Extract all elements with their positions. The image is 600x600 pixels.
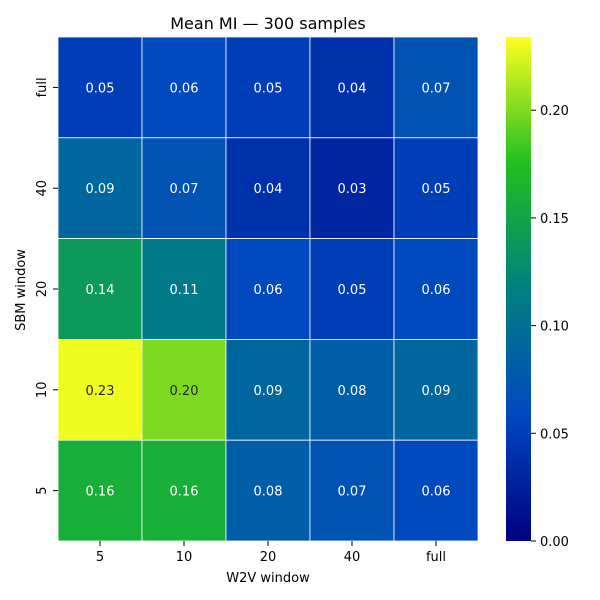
cell-value-label: 0.09 — [254, 384, 283, 399]
y-axis-label: SBM window — [14, 249, 29, 331]
cell-value-label: 0.07 — [170, 182, 199, 197]
cell-value-label: 0.06 — [422, 283, 451, 298]
colorbar-tick-label: 0.15 — [540, 212, 569, 227]
heatmap-cell — [309, 338, 395, 441]
cell-value-label: 0.20 — [170, 384, 199, 399]
cell-value-label: 0.06 — [254, 283, 283, 298]
y-tick-label: 5 — [35, 486, 50, 494]
x-tick-label: 20 — [260, 550, 277, 565]
heatmap-cell — [393, 238, 479, 340]
heatmap-cell — [225, 338, 311, 441]
heatmap-cell — [225, 137, 311, 240]
heatmap-cell — [141, 238, 227, 340]
heatmap-cell — [309, 36, 395, 139]
x-tick-label: 10 — [176, 550, 193, 565]
heatmap-cell — [309, 238, 395, 340]
cell-value-label: 0.04 — [254, 182, 283, 197]
cell-value-label: 0.09 — [422, 384, 451, 399]
cell-value-label: 0.16 — [86, 485, 115, 500]
heatmap-cell — [393, 439, 479, 542]
cell-value-label: 0.08 — [254, 485, 283, 500]
cell-value-label: 0.09 — [86, 182, 115, 197]
heatmap-cell — [225, 238, 311, 340]
heatmap-cell — [393, 36, 479, 139]
chart-title: Mean MI — 300 samples — [170, 14, 366, 33]
heatmap-cell — [141, 338, 227, 441]
cell-value-label: 0.11 — [170, 283, 199, 298]
colorbar-tick-label: 0.00 — [540, 535, 569, 550]
colorbar-tick-label: 0.05 — [540, 427, 569, 442]
cell-value-label: 0.05 — [338, 283, 367, 298]
x-axis-label: W2V window — [226, 571, 310, 586]
heatmap-cell — [57, 36, 143, 139]
colorbar — [506, 37, 531, 541]
heatmap-cell — [225, 439, 311, 542]
x-axis-ticks: 5 10 20 40 full — [96, 541, 446, 565]
y-tick-label: full — [35, 77, 50, 97]
y-tick-label: 40 — [35, 180, 50, 197]
colorbar-tick-label: 0.20 — [540, 104, 569, 119]
x-tick-label: 40 — [344, 550, 361, 565]
cell-value-label: 0.05 — [86, 81, 115, 96]
heatmap-cell — [141, 36, 227, 139]
x-tick-label: 5 — [96, 550, 104, 565]
cell-value-label: 0.16 — [170, 485, 199, 500]
colorbar-tick-label: 0.10 — [540, 320, 569, 335]
cell-value-label: 0.07 — [338, 485, 367, 500]
cell-value-label: 0.06 — [422, 485, 451, 500]
cell-value-label: 0.07 — [422, 81, 451, 96]
colorbar-ticks: 0.00 0.05 0.10 0.15 0.20 — [531, 104, 569, 550]
y-axis-ticks: full 40 20 10 5 — [35, 77, 58, 495]
heatmap-cell — [393, 338, 479, 441]
y-tick-label: 20 — [35, 281, 50, 298]
cell-value-label: 0.06 — [170, 81, 199, 96]
cell-value-label: 0.08 — [338, 384, 367, 399]
cell-value-label: 0.14 — [86, 283, 115, 298]
cell-value-label: 0.05 — [422, 182, 451, 197]
cell-value-label: 0.23 — [86, 384, 115, 399]
heatmap-cell — [57, 137, 143, 240]
cell-value-label: 0.04 — [338, 81, 367, 96]
heatmap-cells: 0.05 0.06 0.05 0.04 0.07 0.09 0.07 0.04 0.03 0.05… — [57, 36, 479, 542]
heatmap-cell — [225, 36, 311, 139]
cell-value-label: 0.03 — [338, 182, 367, 197]
heatmap-cell — [141, 439, 227, 542]
cell-value-label: 0.05 — [254, 81, 283, 96]
heatmap-cell — [57, 439, 143, 542]
heatmap-cell — [393, 137, 479, 240]
x-tick-label: full — [426, 550, 446, 565]
y-tick-label: 10 — [35, 382, 50, 399]
